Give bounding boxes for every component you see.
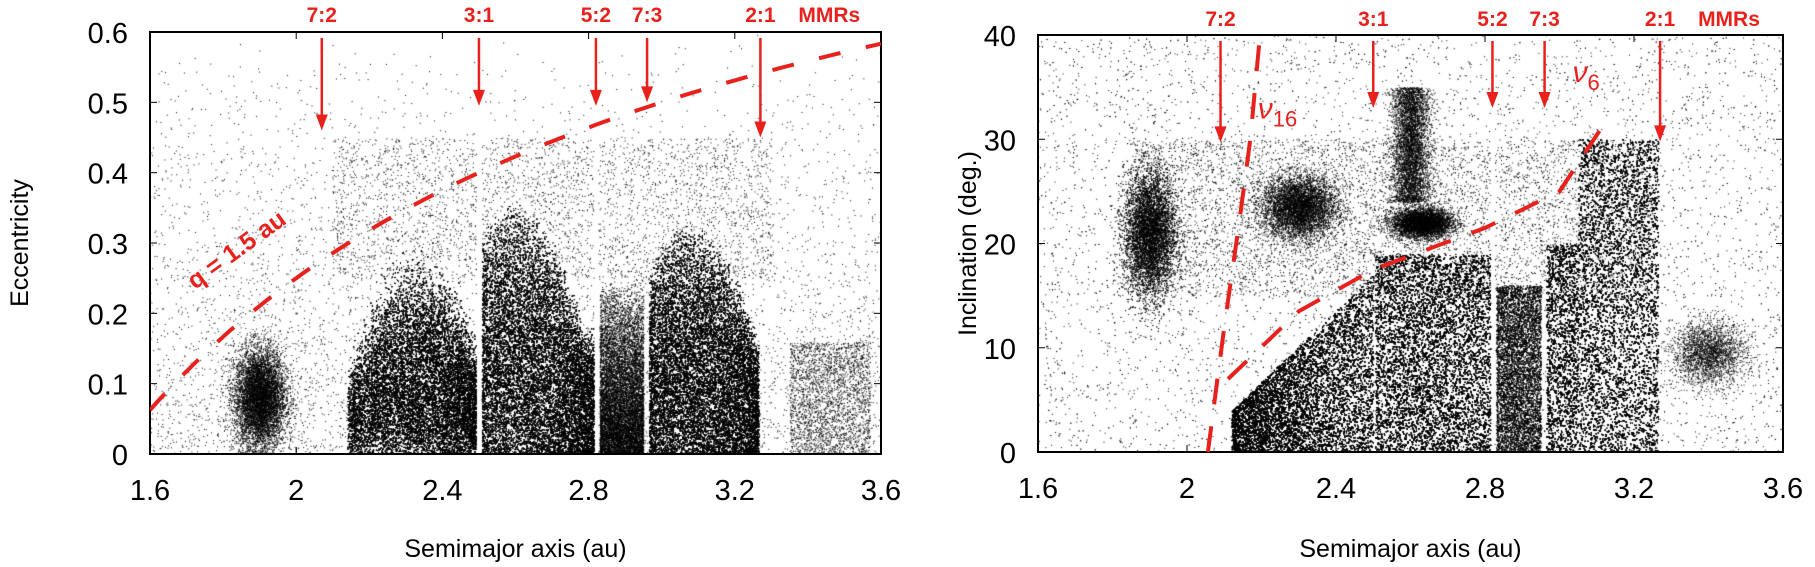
y-tick-label: 10 [984, 334, 1016, 366]
nu6-curve [1226, 114, 1612, 381]
y-tick-label: 0.1 [88, 370, 128, 402]
y-tick-label: 30 [984, 125, 1016, 157]
resonance-label: 7:3 [1529, 8, 1559, 31]
x-tick-label: 2.4 [1316, 473, 1356, 505]
nu16-label: ν16 [1258, 92, 1297, 131]
x-tick-label: 3.6 [1763, 473, 1803, 505]
resonance-label: 5:2 [581, 4, 611, 27]
x-axis-label: Semimajor axis (au) [404, 535, 626, 563]
resonance-label: 7:3 [632, 4, 662, 27]
arrow-head-icon [589, 89, 602, 106]
arrow-head-icon [1214, 126, 1227, 143]
y-tick-label: 0.4 [88, 159, 128, 191]
x-tick-label: 1.6 [130, 475, 170, 507]
y-tick-label: 0.5 [88, 88, 128, 120]
x-tick-label: 2.8 [1465, 473, 1505, 505]
x-axis-label: Semimajor axis (au) [1299, 535, 1521, 563]
y-tick-label: 0 [112, 440, 128, 472]
eccentricity-axes: 1.6 2 2.4 2.8 3.2 3.6 0 0.1 0.2 0.3 0.4 0.5 0.6 Semim… [6, 4, 900, 563]
q-1.5au-curve [150, 41, 881, 412]
arrow-head-icon [641, 86, 654, 103]
resonance-label: 7:2 [1205, 8, 1235, 31]
arrow-head-icon [315, 114, 328, 131]
y-tick-label: 40 [984, 21, 1016, 53]
mmrs-label: MMRs [1698, 8, 1760, 31]
x-tick-label: 2.8 [568, 475, 608, 507]
resonance-label: 5:2 [1477, 8, 1507, 31]
eccentricity-plot: 1.6 2 2.4 2.8 3.2 3.6 0 0.1 0.2 0.3 0.4 0.5 0.6 Semim… [0, 0, 900, 567]
y-axis-label: Inclination (deg.) [954, 151, 982, 336]
arrow-head-icon [1538, 91, 1551, 108]
x-tick-label: 3.2 [715, 475, 755, 507]
y-tick-label: 0 [1000, 438, 1016, 470]
nu16-curve [1205, 35, 1262, 452]
arrow-head-icon [1367, 91, 1380, 108]
arrow-head-icon [754, 121, 767, 138]
x-tick-label: 2.4 [422, 475, 462, 507]
nu6-label: ν6 [1573, 56, 1600, 95]
resonance-label: 3:1 [464, 4, 495, 27]
x-tick-label: 3.6 [861, 475, 900, 507]
plot-frame [1037, 34, 1784, 453]
x-tick-label: 2 [1179, 473, 1195, 505]
arrow-head-icon [1654, 125, 1667, 142]
resonance-label: 3:1 [1358, 8, 1389, 31]
resonance-label: 7:2 [307, 4, 337, 27]
resonance-label: 2:1 [745, 4, 776, 27]
y-tick-label: 20 [984, 230, 1016, 262]
resonance-label: 2:1 [1645, 8, 1676, 31]
x-tick-label: 2 [288, 475, 304, 507]
y-tick-label: 0.6 [88, 18, 128, 50]
y-axis-label: Eccentricity [6, 179, 34, 307]
mmrs-label: MMRs [798, 4, 860, 27]
arrow-head-icon [472, 89, 485, 106]
y-tick-label: 0.3 [88, 229, 128, 261]
arrow-head-icon [1486, 91, 1499, 108]
x-tick-label: 1.6 [1018, 473, 1058, 505]
x-tick-label: 3.2 [1614, 473, 1654, 505]
y-tick-label: 0.2 [88, 299, 128, 331]
